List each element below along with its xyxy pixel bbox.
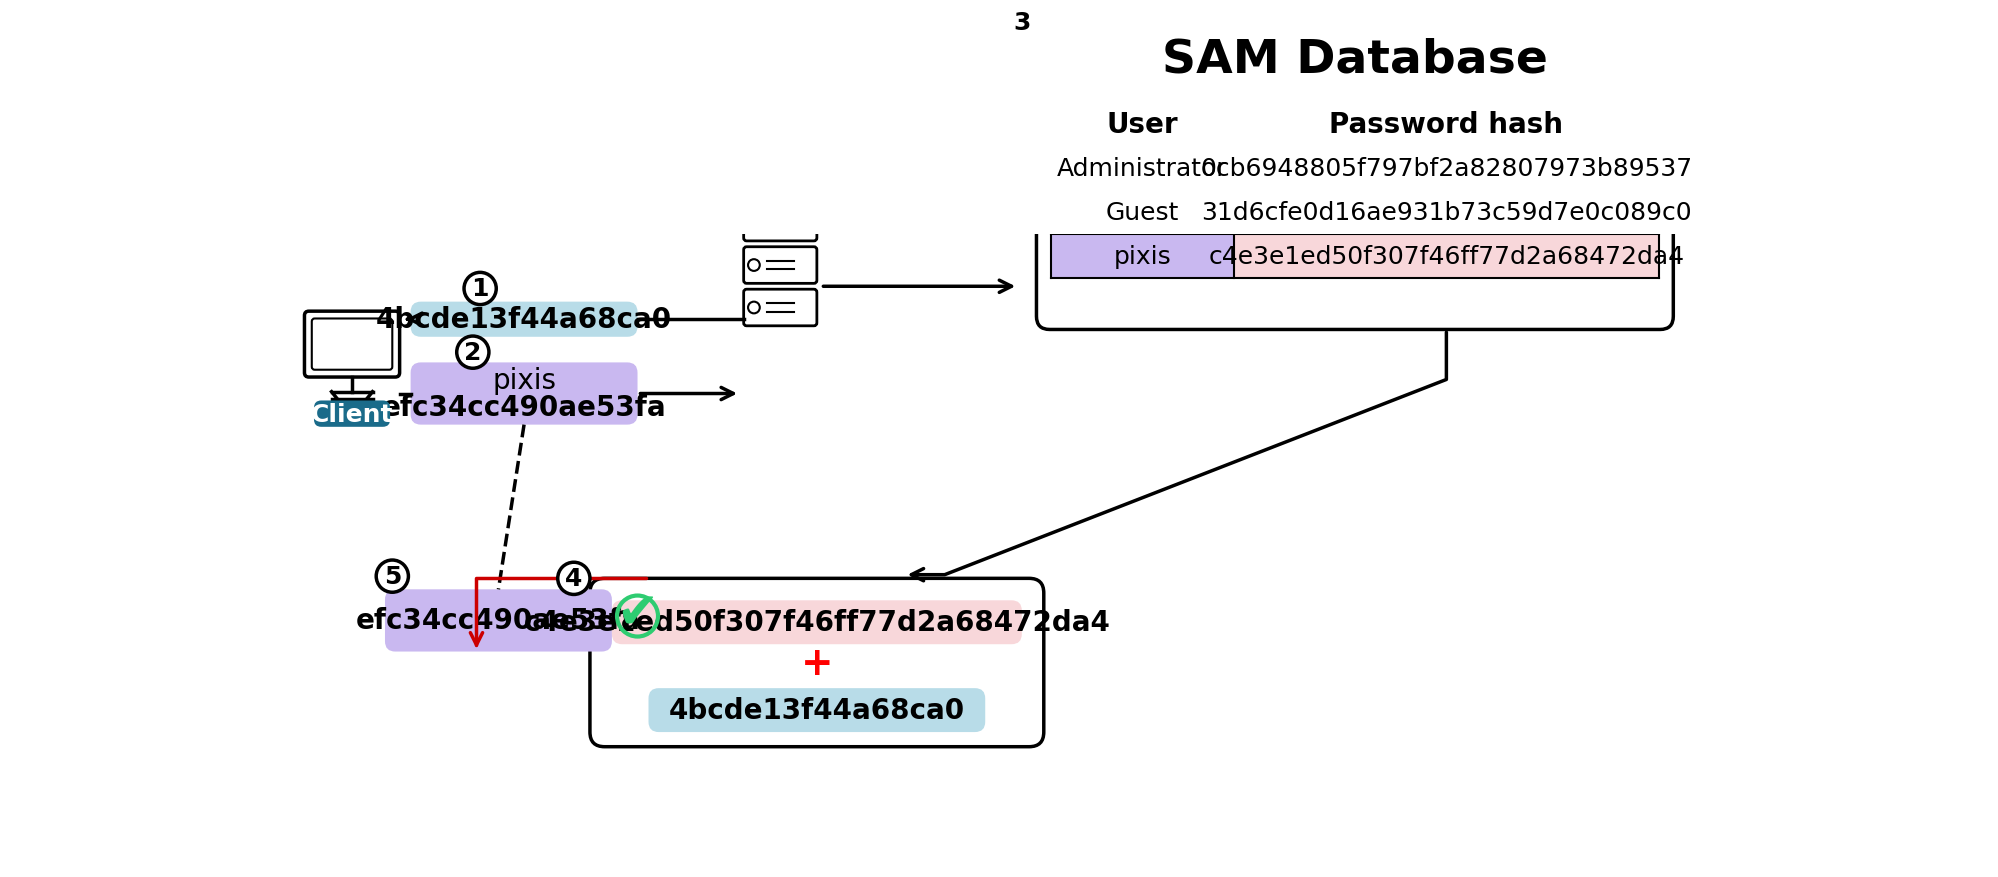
FancyBboxPatch shape: [741, 173, 817, 199]
FancyBboxPatch shape: [611, 601, 1021, 645]
Circle shape: [747, 303, 759, 314]
FancyBboxPatch shape: [1035, 23, 1672, 330]
FancyBboxPatch shape: [1233, 235, 1658, 279]
Circle shape: [376, 560, 408, 593]
FancyBboxPatch shape: [1051, 235, 1233, 279]
Text: ✔: ✔: [615, 589, 657, 638]
FancyBboxPatch shape: [314, 401, 390, 427]
Text: c4e3e1ed50f307f46ff77d2a68472da4: c4e3e1ed50f307f46ff77d2a68472da4: [1207, 245, 1684, 269]
Text: c4e3e1ed50f307f46ff77d2a68472da4: c4e3e1ed50f307f46ff77d2a68472da4: [523, 609, 1109, 637]
Circle shape: [1005, 7, 1037, 39]
Text: +: +: [799, 644, 833, 681]
Circle shape: [747, 260, 759, 272]
Text: 31d6cfe0d16ae931b73c59d7e0c089c0: 31d6cfe0d16ae931b73c59d7e0c089c0: [1201, 201, 1690, 225]
Text: pixis: pixis: [1113, 245, 1171, 269]
Circle shape: [464, 273, 496, 305]
Text: Guest: Guest: [1105, 201, 1179, 225]
Text: 2: 2: [464, 341, 482, 365]
Text: SAM Database: SAM Database: [1161, 37, 1546, 82]
FancyBboxPatch shape: [743, 247, 817, 284]
Text: 4bcde13f44a68ca0: 4bcde13f44a68ca0: [669, 696, 965, 724]
FancyBboxPatch shape: [386, 589, 611, 652]
Text: 4bcde13f44a68ca0: 4bcde13f44a68ca0: [376, 306, 671, 334]
Text: Server: Server: [733, 174, 827, 198]
FancyBboxPatch shape: [312, 319, 392, 370]
FancyBboxPatch shape: [589, 579, 1043, 747]
FancyBboxPatch shape: [410, 303, 637, 338]
Circle shape: [747, 217, 759, 229]
FancyBboxPatch shape: [304, 312, 400, 378]
Text: Client: Client: [310, 403, 394, 426]
Text: 4: 4: [565, 567, 581, 591]
Text: Password hash: Password hash: [1329, 111, 1562, 139]
FancyBboxPatch shape: [410, 363, 637, 425]
Text: pixis: pixis: [492, 367, 555, 395]
Text: 5: 5: [384, 565, 402, 588]
Text: Administrator: Administrator: [1057, 157, 1227, 182]
Circle shape: [456, 337, 490, 369]
Text: efc34cc490ae53fa: efc34cc490ae53fa: [382, 393, 665, 421]
Text: 1: 1: [472, 277, 490, 301]
FancyBboxPatch shape: [647, 688, 985, 732]
Text: 3: 3: [1013, 11, 1031, 35]
FancyBboxPatch shape: [743, 205, 817, 241]
Text: efc34cc490ae53fa: efc34cc490ae53fa: [356, 607, 641, 635]
Circle shape: [557, 563, 589, 595]
Text: 0cb6948805f797bf2a82807973b89537: 0cb6948805f797bf2a82807973b89537: [1199, 157, 1692, 182]
FancyBboxPatch shape: [743, 290, 817, 326]
Text: User: User: [1107, 111, 1179, 139]
